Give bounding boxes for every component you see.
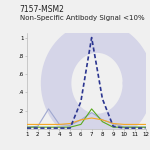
Text: 7157-MSM2: 7157-MSM2 (20, 4, 64, 14)
Text: Non-Specific Antibody Signal <10%: Non-Specific Antibody Signal <10% (20, 15, 144, 21)
